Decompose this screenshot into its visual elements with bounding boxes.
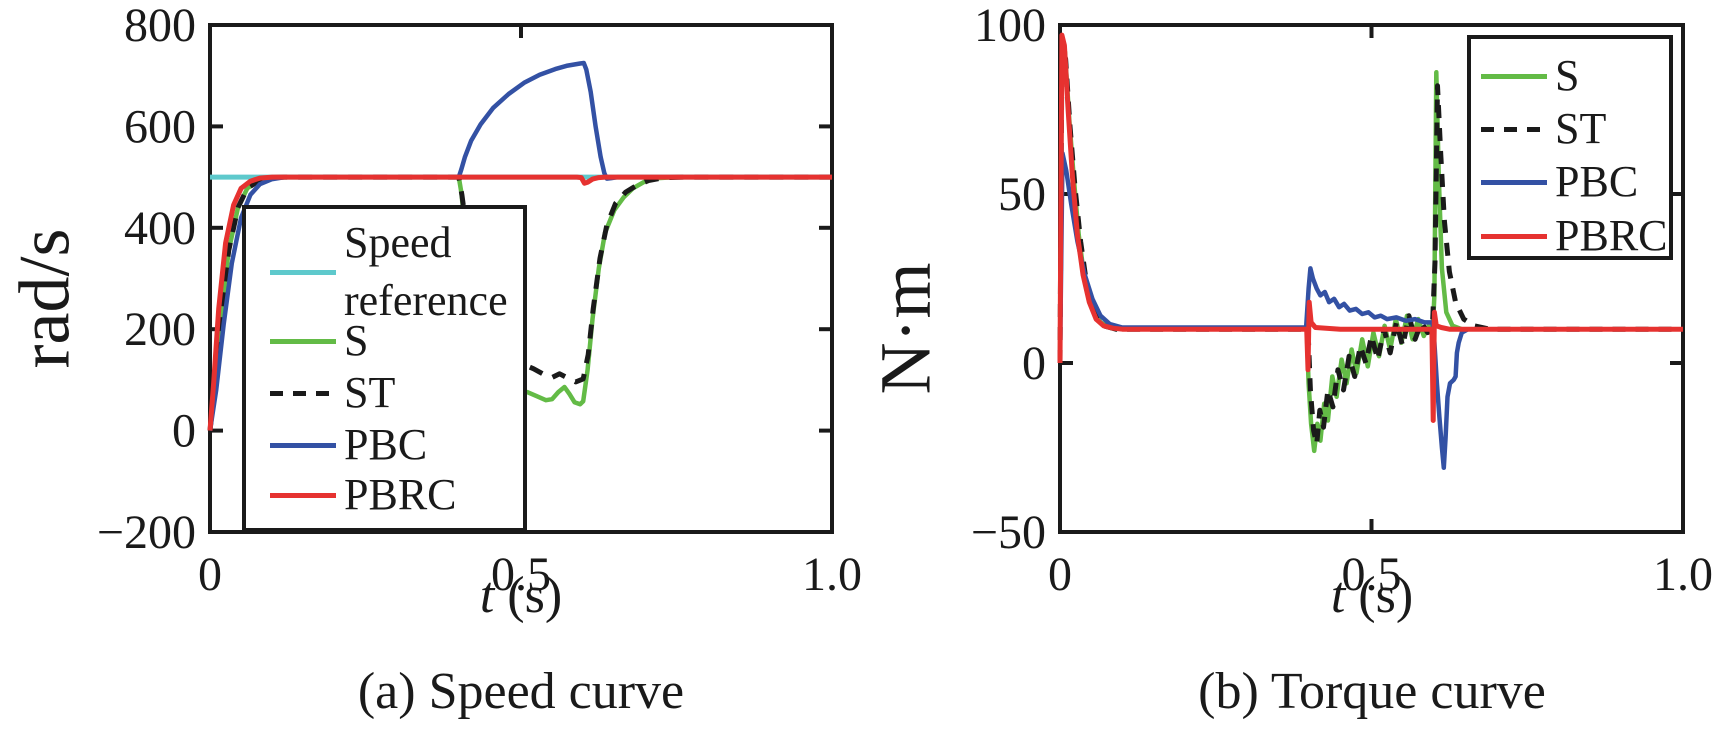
x-tick-label: 0: [1048, 548, 1072, 601]
speed-x-label-unit: (s): [494, 567, 563, 624]
y-tick-label: 400: [124, 202, 196, 255]
torque-caption: (b) Torque curve: [1198, 663, 1546, 720]
y-tick-label: 200: [124, 303, 196, 356]
legend-item-speed-reference: Speed reference: [246, 211, 508, 333]
pbc-line-sample: [270, 442, 336, 448]
pbrc-line-sample: [270, 492, 336, 498]
y-tick-label: 50: [998, 168, 1046, 221]
y-tick-label: −50: [971, 506, 1046, 559]
speed-y-axis-label: rad/s: [4, 228, 85, 369]
speed-caption: (a) Speed curve: [357, 663, 685, 720]
torque-y-axis-label: N·m: [865, 262, 946, 395]
series-pbc: [1057, 151, 1683, 471]
s-line-sample: [1481, 73, 1547, 79]
legend-label-speed: Speed: [344, 218, 452, 267]
pbrc-line-sample: [1481, 233, 1547, 239]
y-tick-label: 0: [1022, 337, 1046, 390]
x-tick-label: 0: [198, 548, 222, 601]
s-line-sample: [270, 338, 336, 344]
legend-item-pbc: PBC: [1471, 156, 1638, 208]
series-st: [207, 174, 832, 431]
y-tick-label: −200: [97, 506, 196, 559]
legend-label-pbc: PBC: [344, 420, 428, 469]
st-line-sample: [270, 390, 336, 396]
legend-label-speed-reference: Speed reference: [344, 214, 508, 330]
legend-item-st: ST: [246, 367, 395, 419]
x-tick-label: 1.0: [1653, 548, 1713, 601]
x-tick-label: 0.5: [1342, 548, 1402, 601]
legend-item-pbc: PBC: [246, 419, 427, 471]
legend-label-pbc: PBC: [1555, 157, 1639, 206]
legend-item-st: ST: [1471, 103, 1606, 155]
torque-x-label-unit: (s): [1345, 567, 1414, 624]
speed-x-label-symbol: t: [479, 567, 495, 624]
x-tick-label: 1.0: [802, 548, 862, 601]
series-pbrc: [207, 174, 832, 431]
series-pbc: [207, 60, 832, 431]
legend-label-s: S: [344, 316, 369, 365]
speed-reference-line-sample: [270, 269, 336, 275]
speed-legend: Speed reference S ST PBC PBRC: [242, 205, 527, 532]
pbc-line-sample: [1481, 179, 1547, 185]
y-tick-label: 600: [124, 100, 196, 153]
legend-item-s: S: [1471, 50, 1579, 102]
y-tick-label: 0: [172, 405, 196, 458]
axes-box: [208, 23, 834, 534]
legend-item-pbrc: PBRC: [246, 469, 457, 521]
st-line-sample: [1481, 126, 1547, 132]
speed-x-axis-label: t (s): [480, 566, 562, 625]
legend-label-s: S: [1555, 51, 1580, 100]
x-tick-label: 0.5: [491, 548, 551, 601]
torque-x-axis-label: t (s): [1331, 566, 1413, 625]
torque-legend: S ST PBC PBRC: [1467, 35, 1673, 260]
legend-label-reference: reference: [344, 276, 508, 325]
y-tick-label: 800: [124, 0, 196, 52]
y-tick-label: 100: [974, 0, 1046, 52]
legend-label-pbrc: PBRC: [1555, 211, 1668, 260]
legend-label-st: ST: [1555, 104, 1607, 153]
legend-label-pbrc: PBRC: [344, 470, 457, 519]
series-pbrc: [1057, 32, 1683, 423]
legend-item-pbrc: PBRC: [1471, 210, 1668, 262]
torque-x-label-symbol: t: [1330, 567, 1346, 624]
legend-item-s: S: [246, 315, 368, 367]
legend-label-st: ST: [344, 368, 396, 417]
